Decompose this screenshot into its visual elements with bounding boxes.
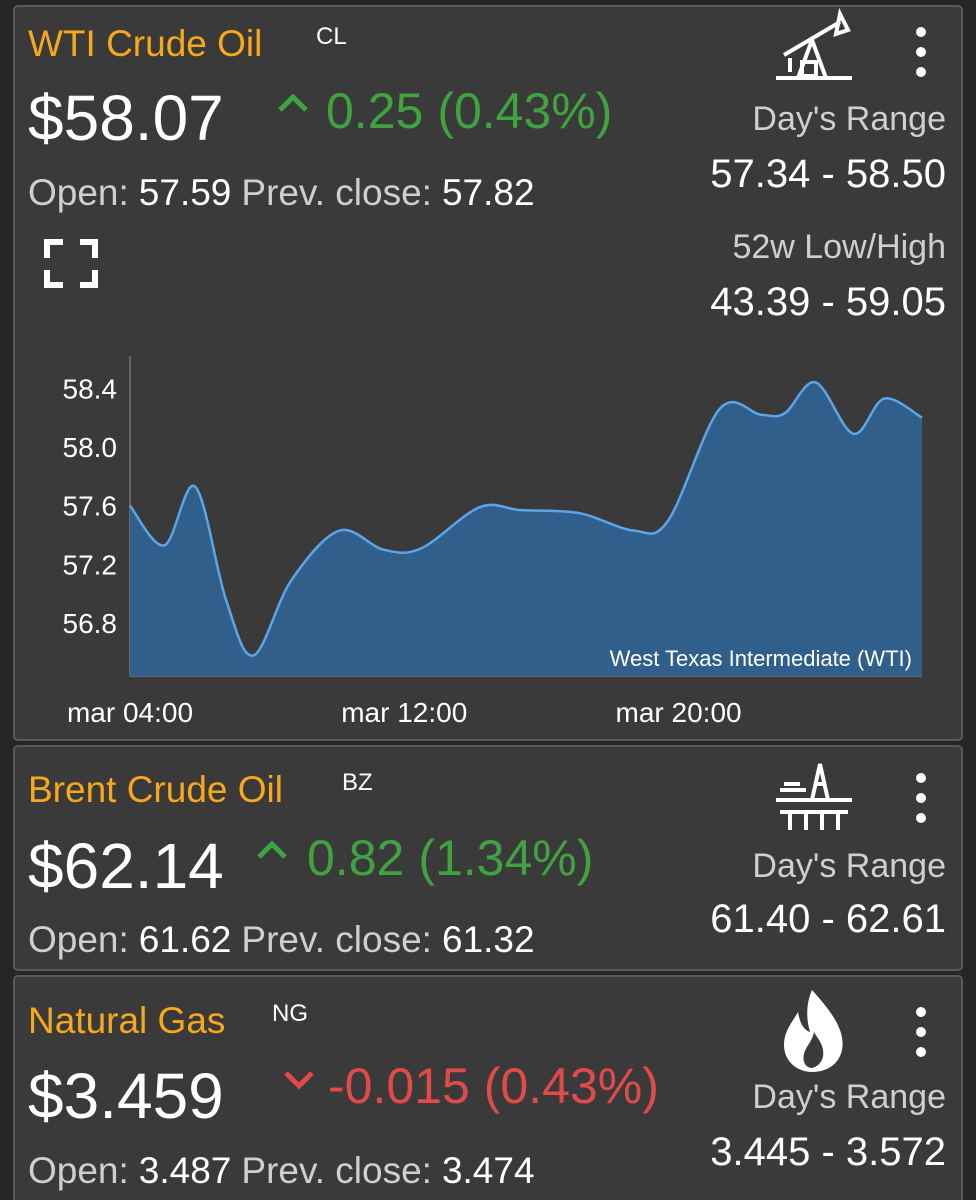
range-label: Day's Range <box>752 100 946 138</box>
x-tick-label: mar 20:00 <box>616 697 742 728</box>
range-label: Day's Range <box>752 847 946 885</box>
value: 3.487 <box>139 1150 232 1191</box>
menu-icon[interactable] <box>916 773 926 823</box>
label: Open: <box>28 919 129 960</box>
change-value: 0.82 <box>307 830 404 886</box>
range-label: Day's Range <box>752 1078 946 1116</box>
y-tick-label: 56.8 <box>63 608 118 639</box>
price: $3.459 <box>28 1060 224 1132</box>
series-label: West Texas Intermediate (WTI) <box>610 646 912 671</box>
range-value: 3.445 - 3.572 <box>710 1130 946 1174</box>
label: Prev. close: <box>241 172 432 213</box>
area <box>130 382 922 676</box>
value: 61.62 <box>139 919 232 960</box>
label: Prev. close: <box>241 919 432 960</box>
platform-icon <box>776 763 852 830</box>
commodity-name: WTI Crude Oil <box>28 23 262 64</box>
value: 3.474 <box>442 1150 535 1191</box>
label: Open: <box>28 172 129 213</box>
change: 0.25 (0.43%) <box>326 83 612 139</box>
line <box>129 381 923 657</box>
y-tick-label: 57.2 <box>63 549 118 580</box>
commodity-name: Natural Gas <box>28 1000 225 1041</box>
commodity-name: Brent Crude Oil <box>28 769 283 810</box>
open-line: Open: 57.59 Prev. close: 57.82 <box>28 172 535 213</box>
value: 57.82 <box>442 172 535 213</box>
label: Prev. close: <box>241 1150 432 1191</box>
price: $62.14 <box>28 830 224 902</box>
change: 0.82 (1.34%) <box>307 830 593 886</box>
open-line: Open: 3.487 Prev. close: 3.474 <box>28 1150 535 1191</box>
x-tick-label: mar 04:00 <box>67 697 193 728</box>
y-tick-label: 57.6 <box>63 491 118 522</box>
fullscreen-icon[interactable] <box>44 239 98 288</box>
change-percent: (0.43%) <box>437 83 612 139</box>
pumpjack-icon <box>776 7 852 80</box>
change-percent: (0.43%) <box>484 1058 659 1114</box>
change-percent: (1.34%) <box>418 830 593 886</box>
week52-label: 52w Low/High <box>732 228 946 266</box>
change: -0.015 (0.43%) <box>328 1058 659 1114</box>
down-arrow <box>284 1071 314 1090</box>
menu-icon[interactable] <box>916 1007 926 1057</box>
week52-value: 43.39 - 59.05 <box>710 280 946 324</box>
price-chart: West Texas Intermediate (WTI) 56.8 57.2 57.… <box>63 356 923 728</box>
y-tick-label: 58.0 <box>63 432 118 463</box>
change-value: -0.015 <box>328 1058 470 1114</box>
y-tick-label: 58.4 <box>63 373 118 404</box>
range-value: 57.34 - 58.50 <box>710 152 946 196</box>
card <box>13 975 963 1200</box>
x-tick-label: mar 12:00 <box>341 697 467 728</box>
value: 57.59 <box>139 172 232 213</box>
label: Open: <box>28 1150 129 1191</box>
up-arrow <box>257 840 287 859</box>
ticker: BZ <box>342 769 373 796</box>
card <box>13 745 963 971</box>
price: $58.07 <box>28 82 224 154</box>
ticker: NG <box>272 1000 308 1027</box>
change-value: 0.25 <box>326 83 423 139</box>
up-arrow <box>278 93 308 112</box>
value: 61.32 <box>442 919 535 960</box>
menu-icon[interactable] <box>916 27 926 77</box>
range-value: 61.40 - 62.61 <box>710 897 946 941</box>
flame-icon <box>784 990 843 1072</box>
ticker: CL <box>316 23 347 50</box>
open-line: Open: 61.62 Prev. close: 61.32 <box>28 919 535 960</box>
